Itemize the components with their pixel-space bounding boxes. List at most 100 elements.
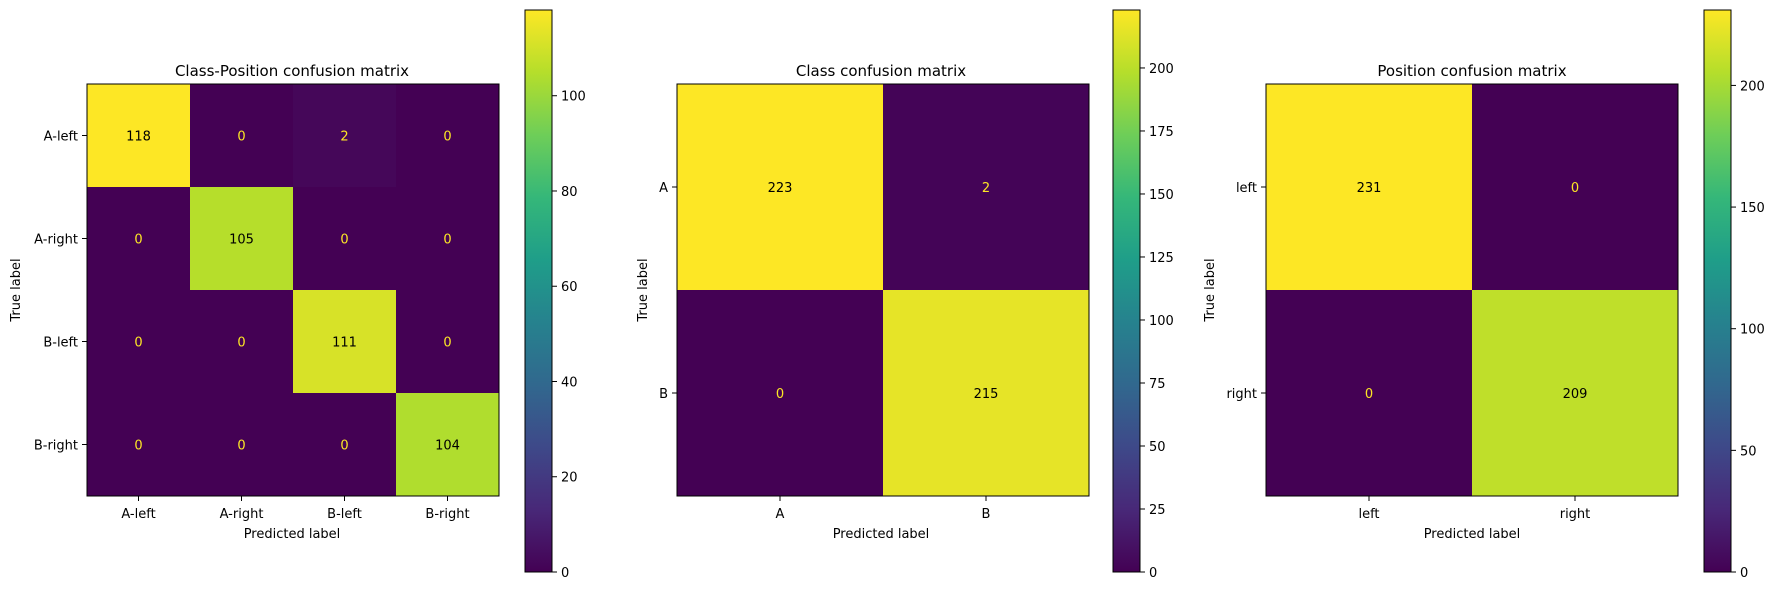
cell-value-label: 215 bbox=[974, 387, 999, 402]
y-tick-label: A-right bbox=[34, 233, 78, 248]
matrix-cell bbox=[396, 393, 500, 497]
matrix-cell bbox=[87, 84, 191, 188]
y-tick-label: right bbox=[1226, 387, 1257, 402]
cell-value-label: 0 bbox=[443, 130, 451, 145]
colorbar-tick-label: 40 bbox=[561, 375, 578, 390]
x-tick-label: A bbox=[776, 507, 785, 522]
matrix-cell bbox=[87, 393, 191, 497]
cell-value-label: 209 bbox=[1563, 387, 1588, 402]
colorbar: 0 50 100 150 200 bbox=[1703, 9, 1765, 581]
y-axis-label: True label bbox=[9, 258, 24, 322]
panel-class: Class confusion matrix 223 2 0 215 A A B B Pred… bbox=[636, 9, 1174, 581]
colorbar-tick-label: 100 bbox=[561, 90, 586, 105]
matrix-cell bbox=[190, 187, 294, 291]
y-tick-label: A-left bbox=[44, 130, 78, 145]
matrix-cell bbox=[677, 84, 884, 291]
colorbar-tick-label: 60 bbox=[561, 280, 578, 295]
cell-value-label: 118 bbox=[126, 130, 151, 145]
matrix-cell bbox=[293, 84, 397, 188]
colorbar-tick-label: 200 bbox=[1740, 79, 1765, 94]
cell-value-label: 2 bbox=[340, 130, 348, 145]
y-tick-label: B-right bbox=[34, 439, 78, 454]
colorbar-tick-label: 0 bbox=[1740, 566, 1748, 581]
colorbar-tick-label: 75 bbox=[1149, 377, 1166, 392]
matrix-cell bbox=[293, 393, 397, 497]
colorbar-tick-label: 50 bbox=[1740, 444, 1757, 459]
x-axis-label: Predicted label bbox=[833, 527, 930, 542]
colorbar-tick-label: 80 bbox=[561, 185, 578, 200]
colorbar-tick-label: 50 bbox=[1149, 440, 1166, 455]
matrix-cell bbox=[396, 290, 500, 394]
cell-value-label: 0 bbox=[134, 233, 142, 248]
chart-title: Class-Position confusion matrix bbox=[175, 62, 409, 80]
matrix-cell bbox=[1472, 290, 1679, 497]
matrix-cell bbox=[190, 393, 294, 497]
colorbar-tick-label: 25 bbox=[1149, 503, 1166, 518]
matrix-cell bbox=[190, 290, 294, 394]
x-tick-label: A-right bbox=[220, 507, 264, 522]
x-tick-label: left bbox=[1358, 507, 1379, 522]
matrix-cell bbox=[1266, 84, 1473, 291]
panel-position: Position confusion matrix 231 0 0 209 left le… bbox=[1203, 9, 1765, 581]
cell-value-label: 0 bbox=[237, 336, 245, 351]
cell-value-label: 104 bbox=[435, 439, 460, 454]
cell-value-label: 0 bbox=[340, 439, 348, 454]
matrix-cell bbox=[190, 84, 294, 188]
matrix: 231 0 0 209 left left right right bbox=[1226, 83, 1679, 522]
cell-value-label: 2 bbox=[982, 181, 990, 196]
matrix-cell bbox=[396, 84, 500, 188]
cell-value-label: 0 bbox=[134, 439, 142, 454]
x-tick-label: B-left bbox=[327, 507, 362, 522]
colorbar-gradient bbox=[1703, 9, 1732, 573]
matrix-cell bbox=[87, 187, 191, 291]
matrix-cell bbox=[293, 187, 397, 291]
cell-value-label: 223 bbox=[768, 181, 793, 196]
colorbar-gradient bbox=[524, 9, 553, 573]
y-axis-label: True label bbox=[636, 258, 651, 322]
colorbar-tick-label: 100 bbox=[1740, 323, 1765, 338]
x-axis-label: Predicted label bbox=[244, 527, 341, 542]
matrix-cell bbox=[293, 290, 397, 394]
colorbar-tick-label: 0 bbox=[561, 566, 569, 581]
cell-value-label: 0 bbox=[237, 130, 245, 145]
cell-value-label: 0 bbox=[776, 387, 784, 402]
cell-value-label: 0 bbox=[134, 336, 142, 351]
y-tick-label: B-left bbox=[43, 336, 78, 351]
colorbar: 0 20 40 60 80 100 bbox=[524, 9, 586, 581]
y-tick-label: B bbox=[659, 387, 668, 402]
colorbar-tick-label: 100 bbox=[1149, 314, 1174, 329]
x-tick-label: right bbox=[1560, 507, 1591, 522]
matrix-cell bbox=[1472, 84, 1679, 291]
matrix-cell bbox=[1266, 290, 1473, 497]
x-tick-label: A-left bbox=[121, 507, 155, 522]
colorbar-tick-label: 175 bbox=[1149, 125, 1174, 140]
y-tick-label: A bbox=[659, 181, 668, 196]
colorbar: 0 25 50 75 100 125 150 175 200 bbox=[1112, 9, 1174, 581]
x-tick-label: B-right bbox=[425, 507, 469, 522]
cell-value-label: 0 bbox=[443, 336, 451, 351]
colorbar-gradient bbox=[1112, 9, 1141, 573]
colorbar-tick-label: 0 bbox=[1149, 566, 1157, 581]
x-axis-label: Predicted label bbox=[1424, 527, 1521, 542]
chart-title: Class confusion matrix bbox=[796, 62, 966, 80]
cell-value-label: 0 bbox=[1365, 387, 1373, 402]
colorbar-tick-label: 150 bbox=[1740, 201, 1765, 216]
matrix-cell bbox=[396, 187, 500, 291]
matrix-frame bbox=[676, 83, 1090, 497]
matrix: 118 0 2 0 0 105 0 0 0 0 111 0 0 0 0 104 A-left A-left A-ri… bbox=[34, 83, 500, 522]
x-tick-label: B bbox=[982, 507, 991, 522]
cell-value-label: 231 bbox=[1357, 181, 1382, 196]
y-axis-label: True label bbox=[1203, 258, 1218, 322]
chart-title: Position confusion matrix bbox=[1377, 62, 1566, 80]
matrix-frame bbox=[86, 83, 500, 497]
panel-class-position: Class-Position confusion matrix 118 0 2 00 1… bbox=[9, 9, 586, 581]
y-tick-label: left bbox=[1236, 181, 1257, 196]
cell-value-label: 0 bbox=[340, 233, 348, 248]
colorbar-tick-label: 125 bbox=[1149, 251, 1174, 266]
matrix-cell bbox=[883, 84, 1090, 291]
colorbar-tick-label: 20 bbox=[561, 471, 578, 486]
matrix-cell bbox=[87, 290, 191, 394]
colorbar-tick-label: 150 bbox=[1149, 188, 1174, 203]
cell-value-label: 0 bbox=[443, 233, 451, 248]
